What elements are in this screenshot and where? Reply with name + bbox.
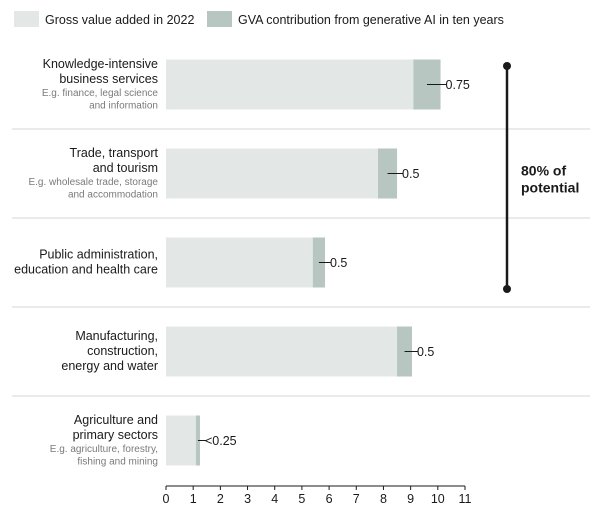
category-sublabel: and information [89,101,158,112]
category-sublabel: E.g. wholesale trade, storage [28,177,158,188]
x-tick-label: 9 [407,492,414,506]
category-label: and tourism [93,161,158,175]
x-tick-label: 3 [244,492,251,506]
x-tick-label: 7 [353,492,360,506]
legend-swatch-genai-contribution [207,11,232,27]
x-tick-label: 10 [431,492,445,506]
legend-label-genai-contribution: GVA contribution from generative AI in t… [238,13,504,27]
category-label: energy and water [61,359,158,373]
category-label: Agriculture and [74,413,158,427]
category-label: Manufacturing, [75,329,158,343]
x-tick-label: 4 [271,492,278,506]
annotation-bracket-bottom-dot [503,285,511,293]
x-tick-label: 0 [163,492,170,506]
category-sublabel: and accommodation [68,190,158,201]
bar-gva-2022 [166,59,414,110]
category-label: construction, [87,344,158,358]
bar-gva-2022 [166,148,379,199]
x-tick-label: 1 [190,492,197,506]
category-label: primary sectors [73,428,158,442]
x-tick-label: 8 [380,492,387,506]
bar-gva-2022 [166,326,398,377]
data-label: 0.75 [446,78,470,92]
legend-label-gva-2022: Gross value added in 2022 [45,13,194,27]
annotation-text: 80% of [521,163,566,179]
x-tick-label: 6 [326,492,333,506]
x-tick-label: 11 [459,492,472,506]
data-label: 0.5 [417,345,434,359]
category-label: Knowledge-intensive [43,57,158,71]
category-label: business services [59,72,158,86]
legend-swatch-gva-2022 [14,11,39,27]
category-sublabel: E.g. agriculture, forestry, [50,444,158,455]
category-label: Trade, transport [70,146,159,160]
data-label: 0.5 [330,256,347,270]
category-sublabel: fishing and mining [77,457,158,468]
data-label: <0.25 [205,434,237,448]
x-tick-label: 5 [298,492,305,506]
category-label: education and health care [14,263,158,277]
annotation-bracket-top-dot [503,62,511,70]
category-sublabel: E.g. finance, legal science [42,88,159,99]
x-tick-label: 2 [217,492,224,506]
bar-gva-2022 [166,237,313,288]
bar-gva-2022 [166,415,196,466]
annotation-text: potential [521,180,579,196]
data-label: 0.5 [402,167,419,181]
category-label: Public administration, [39,248,158,262]
